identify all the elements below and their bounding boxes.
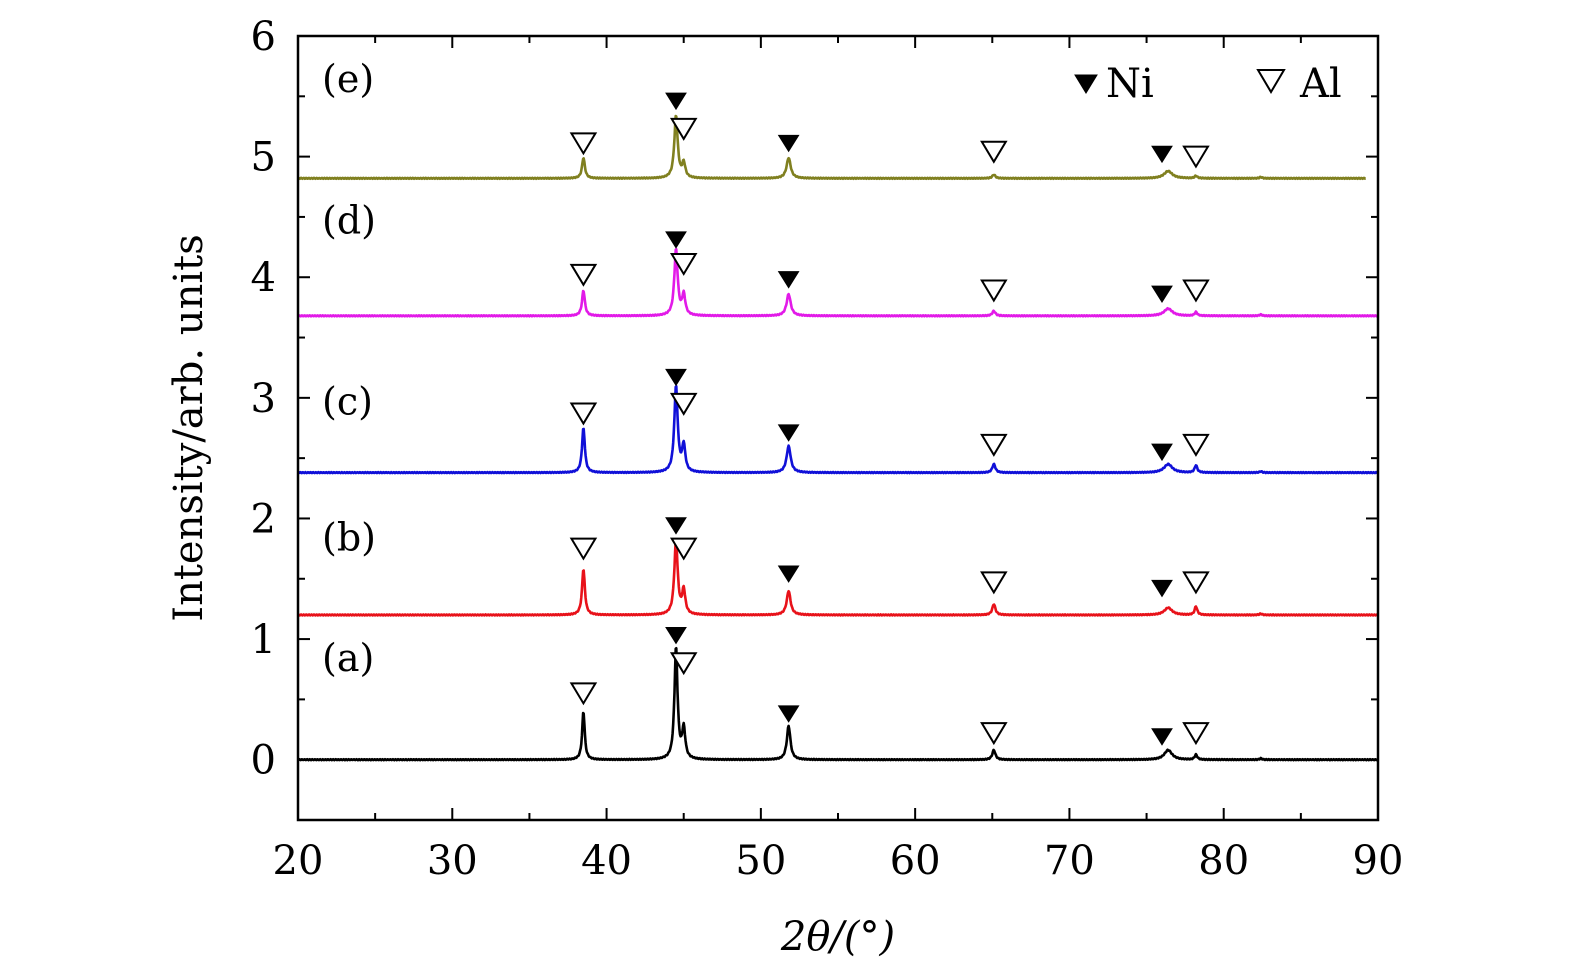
ni-peak-marker-icon	[665, 92, 687, 111]
al-peak-marker-icon	[669, 392, 698, 416]
plot-area	[296, 34, 1380, 822]
ni-peak-marker-icon	[665, 368, 687, 387]
series-line-d	[297, 248, 1379, 318]
ni-peak-marker-icon	[777, 565, 800, 583]
ni-peak-marker-icon	[777, 705, 800, 723]
al-peak-marker-icon	[669, 652, 698, 676]
panel-label: (b)	[322, 516, 376, 560]
ni-peak-marker-icon	[1151, 145, 1173, 164]
panel-label: (d)	[322, 198, 376, 242]
marker-layer	[569, 92, 1210, 746]
panel-label: (a)	[322, 636, 374, 680]
al-peak-marker-icon	[980, 722, 1008, 746]
al-peak-marker-icon	[669, 117, 698, 141]
y-tick-label: 5	[251, 135, 276, 181]
al-peak-marker-icon	[1182, 145, 1210, 169]
legend-ni-marker-icon	[1074, 74, 1098, 94]
ni-peak-marker-icon	[1151, 579, 1173, 598]
al-peak-marker-icon	[669, 252, 698, 276]
al-peak-marker-icon	[980, 571, 1008, 595]
al-peak-marker-icon	[1182, 279, 1210, 303]
x-tick-label: 30	[427, 838, 478, 884]
ni-peak-marker-icon	[665, 626, 687, 645]
y-tick-label: 2	[251, 496, 276, 542]
y-tick-label: 1	[251, 617, 276, 663]
ni-peak-marker-icon	[665, 231, 687, 249]
y-tick-label: 3	[251, 376, 276, 422]
y-tick-label: 4	[251, 255, 276, 301]
x-tick-label: 60	[890, 838, 941, 884]
ni-peak-marker-icon	[777, 134, 800, 153]
x-axis-title: 2θ/(°)	[780, 914, 895, 960]
plot-frame	[296, 34, 1380, 822]
al-peak-marker-icon	[1182, 433, 1210, 457]
y-tick-labels: 0 1 2 3 4 5 6	[251, 14, 276, 784]
legend-al-marker-icon	[1256, 69, 1286, 94]
legend: Ni Al	[1074, 61, 1342, 107]
al-peak-marker-icon	[569, 132, 598, 156]
al-peak-marker-icon	[569, 402, 598, 426]
series-line-e	[297, 114, 1367, 181]
panel-labels: (a) (b) (c) (d) (e)	[322, 57, 376, 680]
series-line-a	[297, 647, 1379, 762]
x-tick-label: 40	[581, 838, 632, 884]
legend-al-label: Al	[1299, 61, 1342, 107]
al-peak-marker-icon	[569, 263, 598, 287]
x-tick-label: 90	[1353, 838, 1404, 884]
al-peak-marker-icon	[669, 537, 698, 561]
al-peak-marker-icon	[1182, 722, 1210, 746]
ni-peak-marker-icon	[777, 271, 800, 289]
tick-layer	[297, 35, 1379, 820]
al-peak-marker-icon	[980, 433, 1008, 457]
y-tick-label: 6	[251, 14, 276, 60]
x-tick-label: 70	[1044, 838, 1095, 884]
legend-ni-label: Ni	[1106, 61, 1154, 107]
al-peak-marker-icon	[569, 537, 598, 561]
panel-label: (e)	[322, 57, 374, 101]
y-tick-label: 0	[251, 738, 276, 784]
panel-label: (c)	[322, 379, 373, 423]
x-tick-labels: 20 30 40 50 60 70 80 90	[273, 838, 1404, 884]
ni-peak-marker-icon	[1151, 285, 1173, 304]
series-line-b	[297, 539, 1379, 617]
x-tick-label: 50	[735, 838, 786, 884]
y-axis-title: Intensity/arb. units	[166, 234, 212, 621]
ni-peak-marker-icon	[777, 424, 800, 442]
al-peak-marker-icon	[569, 682, 598, 706]
series-line-c	[297, 385, 1379, 475]
al-peak-marker-icon	[980, 140, 1008, 164]
ni-peak-marker-icon	[1151, 443, 1173, 462]
al-peak-marker-icon	[980, 279, 1008, 303]
series-layer	[297, 114, 1379, 762]
ni-peak-marker-icon	[665, 517, 687, 535]
al-peak-marker-icon	[1182, 571, 1210, 595]
x-tick-label: 80	[1198, 838, 1249, 884]
ni-peak-marker-icon	[1151, 728, 1173, 746]
x-tick-label: 20	[273, 838, 324, 884]
